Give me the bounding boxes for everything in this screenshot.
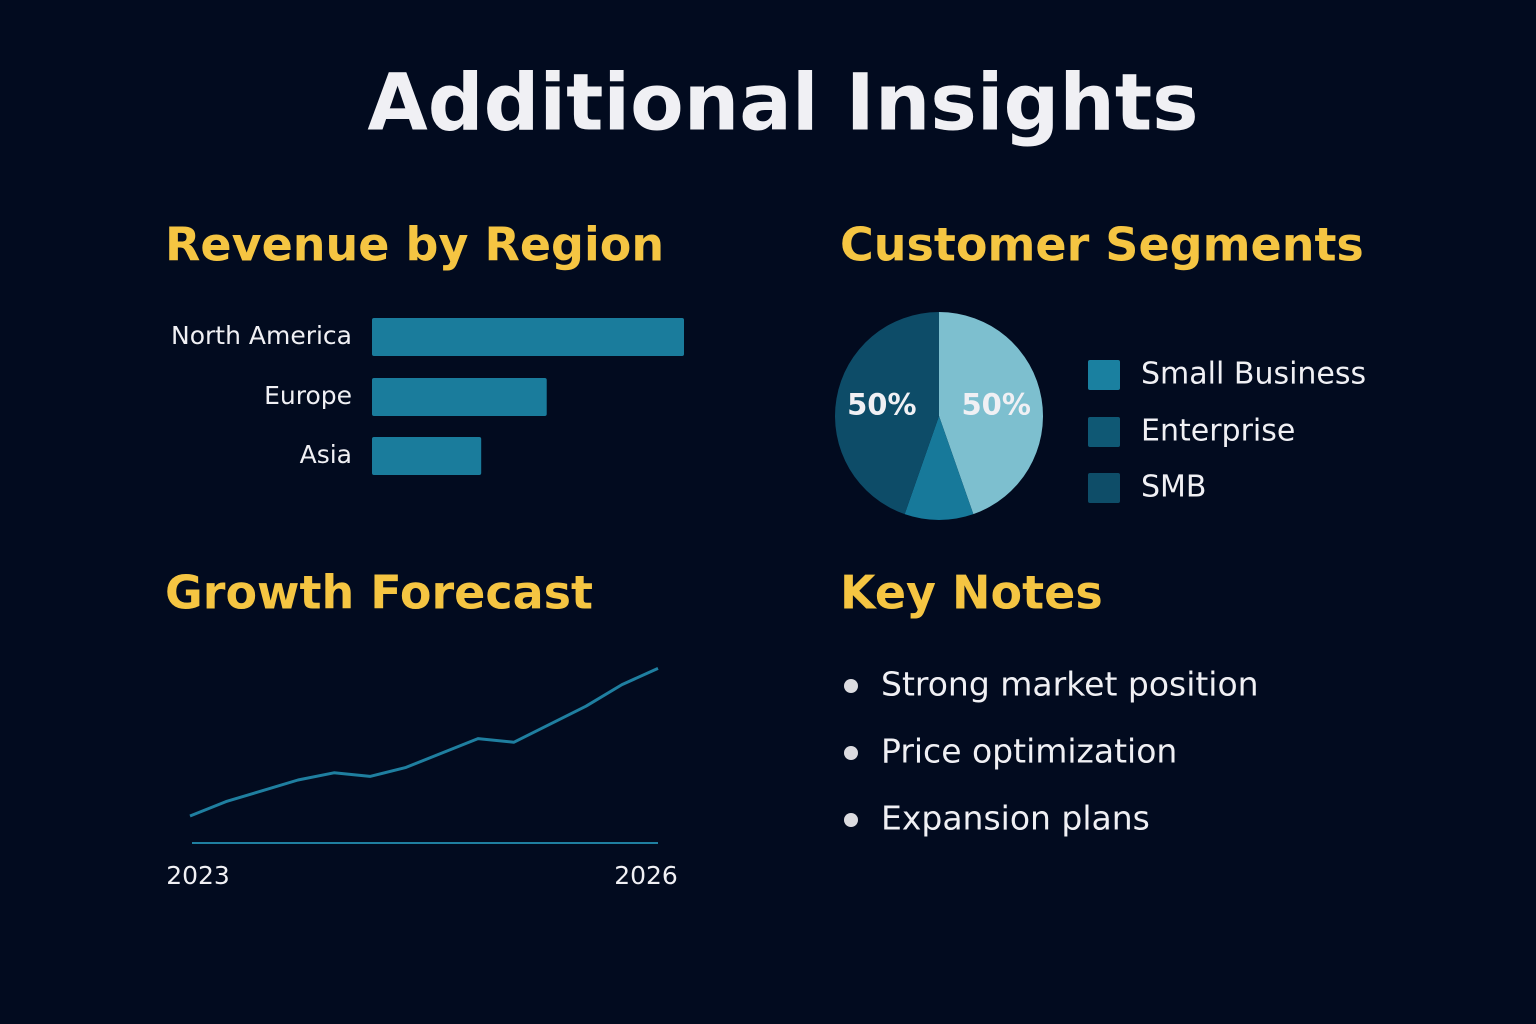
line-title: Growth Forecast <box>165 566 593 620</box>
notes-title: Key Notes <box>840 566 1103 620</box>
note-item: Price optimization <box>881 732 1177 771</box>
x-tick-label: 2023 <box>166 861 230 890</box>
pie-slice <box>939 312 1043 515</box>
pie-title: Customer Segments <box>840 218 1364 272</box>
note-item: Expansion plans <box>881 799 1150 838</box>
bar-title: Revenue by Region <box>165 218 664 272</box>
bar <box>372 378 547 416</box>
line-series <box>189 667 659 818</box>
legend-label: SMB <box>1141 470 1207 505</box>
legend-swatch <box>1088 473 1120 503</box>
bullet <box>844 679 858 693</box>
slice-label: 50% <box>847 387 916 421</box>
slice-label: 50% <box>961 387 1030 421</box>
legend-label: Small Business <box>1141 357 1366 392</box>
bar <box>372 437 482 475</box>
legend-swatch <box>1088 360 1120 390</box>
bar-label: North America <box>171 321 352 350</box>
legend-swatch <box>1088 417 1120 447</box>
bullet <box>844 746 858 760</box>
pie-slice <box>834 312 939 515</box>
bullet <box>844 813 858 827</box>
bar <box>372 318 684 356</box>
bar-label: Europe <box>264 381 352 410</box>
page-title: Additional Insights <box>367 58 1198 148</box>
note-item: Strong market position <box>881 665 1259 704</box>
bar-label: Asia <box>300 440 352 469</box>
x-tick-label: 2026 <box>614 861 678 890</box>
pie-slice <box>904 416 974 520</box>
legend-label: Enterprise <box>1141 414 1295 449</box>
